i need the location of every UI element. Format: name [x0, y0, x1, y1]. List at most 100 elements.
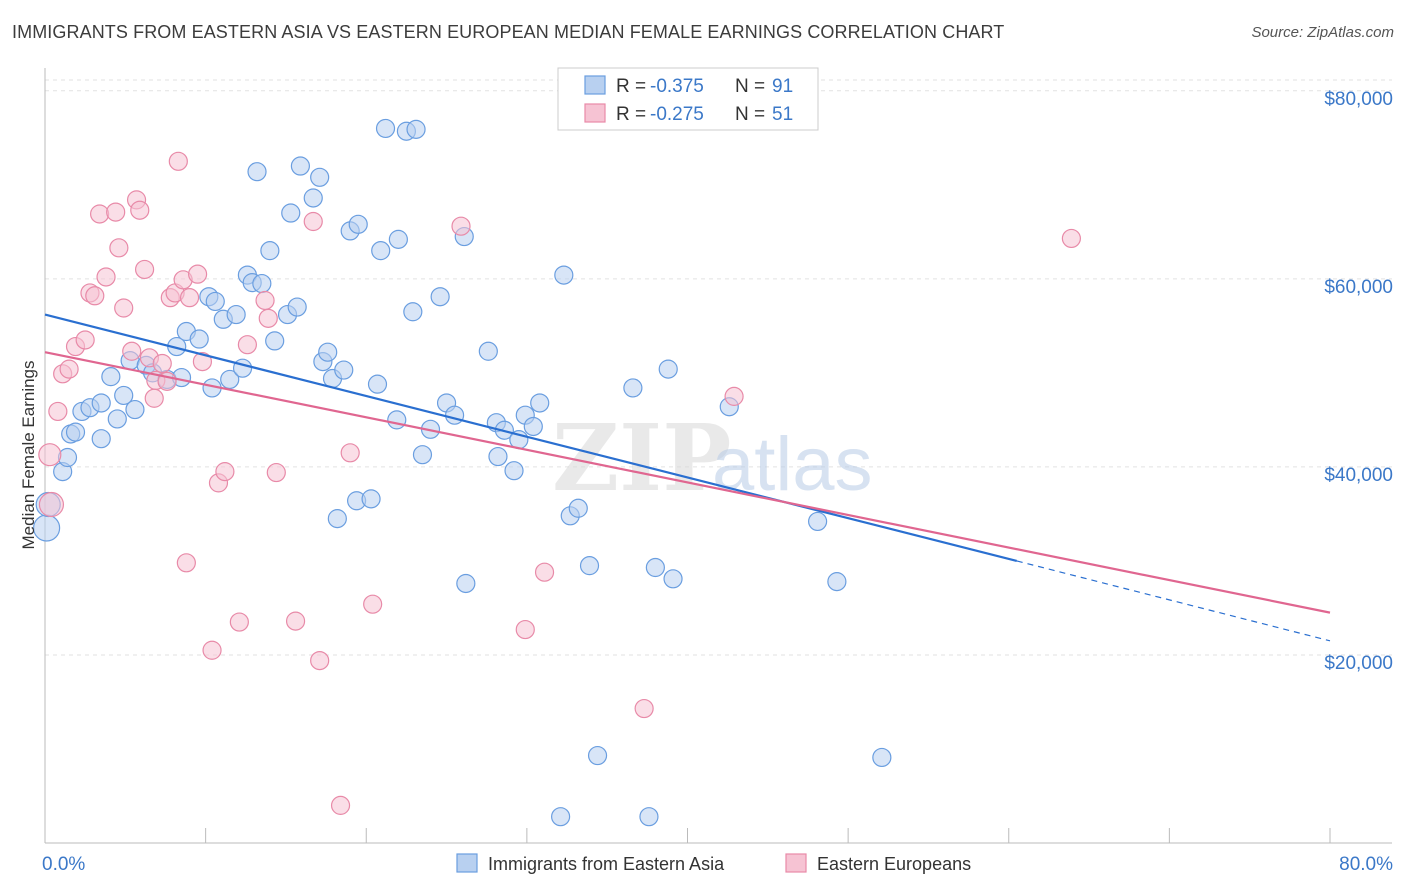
point-eastern-asia: [504, 461, 524, 481]
points-layer: [33, 118, 1081, 827]
point-eastern-asia: [348, 214, 368, 234]
point-eastern-asia: [57, 447, 78, 468]
legend-n-value-blue: 91: [772, 76, 793, 97]
point-eastern-asia: [367, 374, 388, 394]
point-eastern-asia: [287, 297, 307, 317]
point-eastern-asia: [587, 745, 608, 766]
point-eastern-asia: [403, 302, 423, 322]
point-eastern-european: [130, 200, 150, 220]
point-eastern-european: [114, 298, 134, 318]
point-eastern-asia: [189, 329, 209, 349]
legend-n-label-blue: N =: [735, 76, 765, 97]
trend-line-eastern-asia: [44, 313, 1018, 562]
point-eastern-european: [192, 351, 213, 372]
bottom-legend-swatch-pink: [785, 853, 807, 873]
legend-n-label-pink: N =: [735, 104, 765, 125]
point-eastern-asia: [478, 341, 498, 361]
watermark-atlas: atlas: [712, 422, 873, 507]
point-eastern-asia: [371, 241, 391, 261]
point-eastern-european: [152, 353, 172, 374]
point-eastern-asia: [388, 229, 408, 249]
legend-r-value-pink: -0.275: [650, 104, 704, 125]
point-eastern-european: [96, 267, 116, 287]
series-legend: Immigrants from Eastern Asia Eastern Eur…: [456, 853, 971, 874]
point-eastern-asia: [114, 385, 134, 406]
bottom-legend-label-pink: Eastern Europeans: [817, 854, 971, 874]
point-eastern-european: [134, 259, 155, 280]
point-eastern-asia: [281, 203, 301, 223]
point-eastern-asia: [91, 429, 111, 449]
point-eastern-asia: [551, 807, 571, 827]
point-eastern-asia: [205, 291, 225, 312]
point-eastern-asia: [523, 416, 543, 437]
point-eastern-asia: [334, 360, 354, 380]
point-eastern-european: [451, 216, 471, 236]
point-eastern-asia: [456, 573, 476, 594]
x-tick-label: 0.0%: [42, 854, 85, 875]
point-eastern-european: [330, 795, 351, 815]
point-eastern-asia: [318, 342, 338, 362]
point-eastern-asia: [663, 569, 683, 589]
legend-swatch-blue: [584, 75, 606, 95]
point-eastern-asia: [406, 119, 426, 139]
point-eastern-asia: [265, 331, 285, 351]
point-eastern-european: [215, 462, 235, 482]
point-eastern-european: [109, 238, 129, 258]
point-eastern-european: [106, 202, 126, 222]
legend-swatch-pink: [584, 103, 606, 123]
point-eastern-asia: [232, 358, 253, 378]
point-eastern-european: [724, 386, 744, 406]
point-eastern-asia: [252, 273, 272, 294]
chart-title: IMMIGRANTS FROM EASTERN ASIA VS EASTERN …: [12, 22, 1005, 42]
point-eastern-european: [340, 443, 360, 463]
legend-r-label-blue: R =: [616, 76, 646, 97]
point-eastern-asia: [220, 369, 240, 390]
point-eastern-european: [75, 330, 95, 350]
point-eastern-asia: [444, 405, 465, 425]
y-tick-labels: $20,000 $40,000 $60,000 $80,000: [1324, 89, 1393, 674]
point-eastern-european: [266, 462, 286, 483]
point-eastern-european: [229, 612, 249, 632]
point-eastern-european: [85, 286, 105, 306]
y-tick-label: $80,000: [1324, 89, 1393, 110]
y-tick-label: $40,000: [1324, 465, 1393, 486]
point-eastern-asia: [91, 393, 111, 413]
x-tick-labels: 0.0% 80.0%: [42, 854, 1393, 875]
y-tick-label: $20,000: [1324, 653, 1393, 674]
point-eastern-european: [144, 388, 164, 408]
point-eastern-asia: [639, 807, 659, 827]
trend-line-eastern-asia-extension: [1016, 560, 1331, 642]
point-eastern-asia: [872, 747, 892, 768]
trend-line-eastern-european: [44, 351, 1331, 614]
point-eastern-european: [176, 553, 196, 573]
point-eastern-european: [59, 359, 79, 379]
point-eastern-european: [285, 611, 306, 631]
watermark: ZIP atlas: [552, 404, 873, 512]
point-eastern-european: [202, 640, 222, 660]
bottom-legend-label-blue: Immigrants from Eastern Asia: [488, 854, 725, 874]
point-eastern-asia: [658, 359, 678, 379]
chart-source: Source: ZipAtlas.com: [1251, 24, 1394, 41]
point-eastern-european: [90, 204, 110, 224]
point-eastern-european: [48, 401, 68, 422]
point-eastern-asia: [488, 446, 508, 467]
point-eastern-asia: [247, 162, 267, 182]
point-eastern-european: [255, 290, 275, 311]
point-eastern-asia: [361, 489, 381, 509]
point-eastern-asia: [568, 498, 588, 518]
trend-layer: [44, 313, 1331, 642]
point-eastern-european: [38, 443, 62, 467]
correlation-legend: R = -0.375 N = 91 R = -0.275 N = 51: [557, 67, 819, 131]
y-axis-label: Median Female Earnings: [19, 361, 38, 550]
point-eastern-asia: [808, 511, 828, 532]
x-tick-label: 80.0%: [1339, 854, 1393, 875]
point-eastern-european: [310, 650, 330, 671]
point-eastern-european: [187, 264, 208, 284]
point-eastern-european: [38, 491, 65, 518]
bottom-legend-swatch-blue: [456, 853, 478, 873]
point-eastern-european: [534, 562, 555, 582]
point-eastern-asia: [827, 572, 847, 592]
point-eastern-asia: [430, 287, 450, 307]
point-eastern-european: [179, 288, 200, 308]
